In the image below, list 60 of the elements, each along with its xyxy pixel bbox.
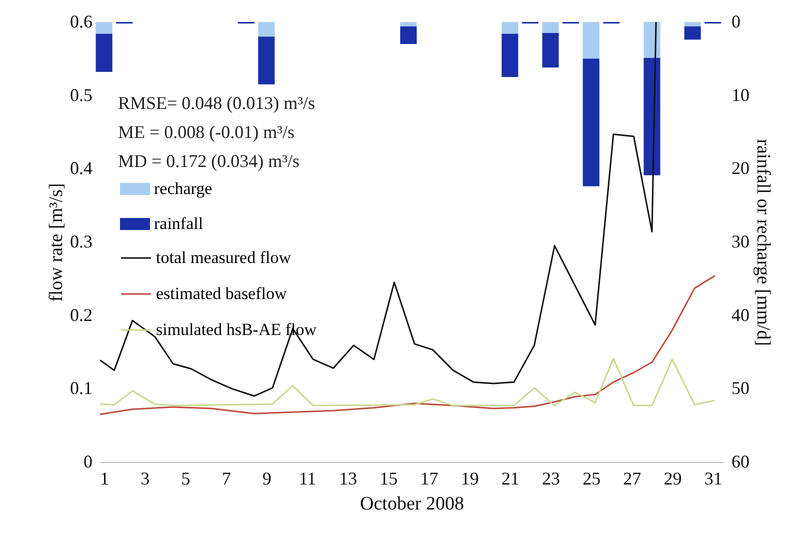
- y2-tick-label: 0: [732, 12, 740, 32]
- line-series: [99, 274, 716, 416]
- y2-tick-label: 40: [732, 304, 750, 325]
- y2-tick-label: 60: [732, 452, 750, 472]
- y-tick-label: 0.2: [70, 304, 92, 325]
- x-tick-label: 17: [420, 468, 438, 488]
- x-tick-label: 7: [222, 468, 231, 488]
- bar: [502, 22, 518, 34]
- x-tick-label: 29: [664, 468, 682, 488]
- legend-label: total measured flow: [156, 248, 292, 267]
- y2-axis-title: rainfall or recharge [mm/d]: [752, 139, 774, 346]
- y2-tick-label: 20: [732, 158, 750, 178]
- y-tick-label: 0.4: [70, 158, 92, 178]
- annotation: RMSE= 0.048 (0.013) m³/s: [118, 93, 316, 113]
- bar: [582, 22, 600, 59]
- x-axis-title: October 2008: [360, 494, 464, 514]
- bar: [542, 22, 559, 33]
- line-series: [99, 21, 657, 397]
- bar: [644, 22, 660, 58]
- x-tick-label: 13: [339, 468, 358, 488]
- x-tick-label: 5: [181, 468, 190, 488]
- y2-tick-label: 10: [732, 84, 750, 105]
- legend-label: estimated baseflow: [156, 284, 288, 303]
- x-tick-label: 23: [542, 468, 560, 488]
- x-tick-label: 19: [460, 468, 479, 488]
- bar: [582, 58, 600, 186]
- bar: [684, 26, 701, 40]
- bar: [96, 34, 112, 72]
- bar: [258, 36, 275, 84]
- line-series: [99, 358, 716, 406]
- annotation: MD = 0.172 (0.034) m³/s: [118, 151, 300, 171]
- y-axis-title: flow rate [m³/s]: [46, 183, 67, 302]
- x-tick-label: 1: [100, 468, 110, 488]
- x-tick-label: 15: [380, 468, 398, 488]
- x-tick-label: 11: [298, 468, 316, 488]
- bar: [400, 26, 417, 44]
- x-tick-label: 21: [501, 468, 520, 488]
- bar: [96, 22, 112, 34]
- bar: [502, 34, 518, 77]
- x-tick-label: 31: [704, 468, 722, 488]
- y-tick-label: 0.3: [70, 232, 92, 252]
- y-tick-label: 0.5: [70, 84, 92, 105]
- x-tick-label: 25: [582, 468, 601, 488]
- bar: [258, 22, 275, 37]
- legend-label: recharge: [154, 179, 212, 198]
- x-tick-label: 27: [623, 468, 642, 488]
- y-tick-label: 0.1: [70, 378, 92, 398]
- y2-tick-label: 50: [732, 378, 750, 398]
- bar: [542, 33, 559, 68]
- y-tick-label: 0: [84, 452, 92, 472]
- bar: [684, 22, 701, 26]
- bar: [400, 22, 417, 26]
- legend-label: rainfall: [154, 214, 204, 233]
- legend-label: simulated hsB-AE flow: [156, 320, 318, 339]
- x-tick-label: 9: [262, 468, 272, 488]
- x-tick-label: 3: [140, 468, 150, 488]
- annotation: ME = 0.008 (-0.01) m³/s: [118, 122, 295, 142]
- bar: [644, 58, 660, 176]
- y2-tick-label: 30: [732, 232, 750, 252]
- y-tick-label: 0.6: [70, 12, 92, 32]
